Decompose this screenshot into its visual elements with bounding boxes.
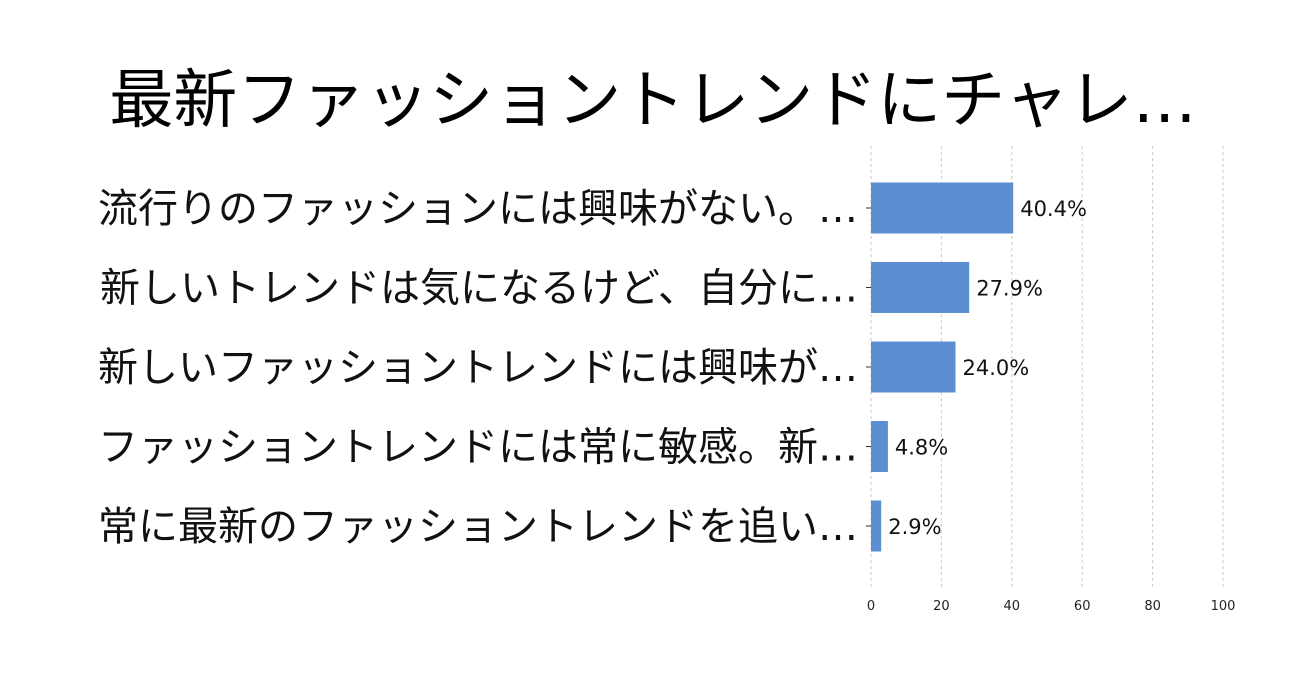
category-label: ファッショントレンドには常に敏感。新… <box>98 425 858 471</box>
category-labels: 流行りのファッションには興味がない。… 新しいトレンドは気になるけど、自分に… 新し… <box>98 186 858 550</box>
category-label: 流行りのファッションには興味がない。… <box>98 186 858 232</box>
category-label: 常に最新のファッショントレンドを追い… <box>98 504 858 550</box>
x-tick-label: 60 <box>1074 599 1091 614</box>
bar <box>871 182 1014 234</box>
value-label: 27.9% <box>976 277 1043 301</box>
bar <box>871 421 888 472</box>
chart-title: 最新ファッショントレンドにチャレ… <box>109 64 1196 138</box>
value-label: 4.8% <box>895 436 948 460</box>
x-tick-label: 20 <box>933 599 950 614</box>
category-label: 新しいファッショントレンドには興味が… <box>98 345 858 391</box>
bar <box>871 262 970 313</box>
value-label: 40.4% <box>1020 197 1087 221</box>
x-tick-label: 40 <box>1004 599 1021 614</box>
value-label: 2.9% <box>888 515 941 539</box>
value-labels: 40.4% 27.9% 24.0% 4.8% 2.9% <box>888 197 1087 539</box>
bars <box>871 182 1014 552</box>
bar <box>871 341 956 393</box>
bar <box>871 500 882 552</box>
x-tick-label: 100 <box>1211 599 1236 614</box>
category-label: 新しいトレンドは気になるけど、自分に… <box>100 266 858 312</box>
x-axis: 0 20 40 60 80 100 <box>866 207 1236 614</box>
value-label: 24.0% <box>962 356 1029 380</box>
x-tick-label: 80 <box>1144 599 1161 614</box>
x-tick-label: 0 <box>867 599 875 614</box>
